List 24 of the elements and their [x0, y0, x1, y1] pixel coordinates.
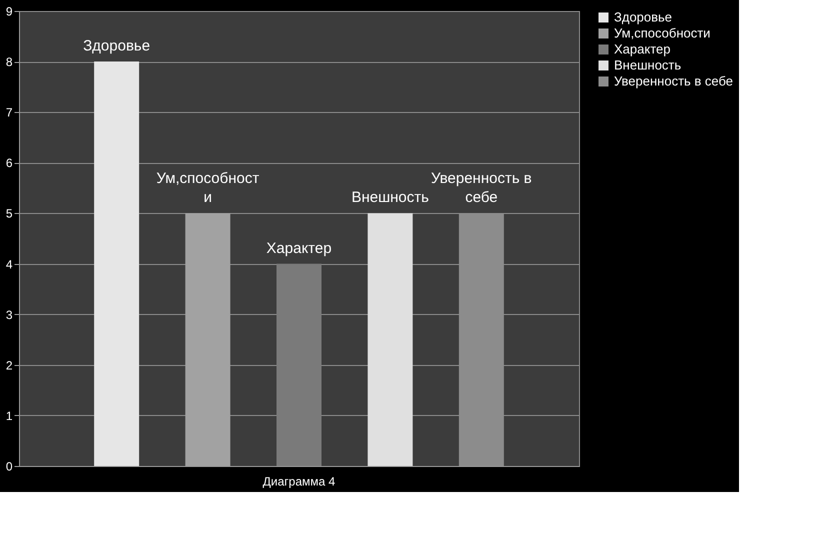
y-tick-label: 3: [6, 308, 13, 322]
bar: [276, 264, 322, 466]
y-tick-label: 0: [6, 460, 13, 474]
data-label: Здоровье: [83, 38, 150, 55]
data-label: Характер: [266, 240, 332, 257]
legend-label: Внешность: [614, 58, 682, 72]
bar: [94, 62, 140, 466]
data-label: Ум,способности: [156, 170, 260, 206]
y-tick-label: 1: [6, 408, 13, 423]
data-label: Внешность: [351, 189, 430, 206]
y-tick-label: 7: [6, 106, 13, 120]
y-tick-label: 5: [6, 206, 13, 221]
y-tick-label: 4: [6, 257, 13, 272]
y-tick-label: 9: [6, 4, 13, 18]
legend-label: Уверенность в себе: [614, 74, 734, 88]
legend-label: Здоровье: [614, 10, 672, 24]
x-tick-label: Диаграмма 4: [262, 474, 336, 488]
legend-label: Ум,способности: [614, 26, 710, 40]
y-tick-label: 8: [6, 55, 13, 70]
legend-label: Характер: [614, 42, 670, 56]
y-tick-label: 6: [6, 156, 13, 170]
bar: [368, 213, 413, 466]
data-label: Уверенность в себе: [431, 170, 532, 206]
y-tick-label: 2: [6, 358, 13, 372]
